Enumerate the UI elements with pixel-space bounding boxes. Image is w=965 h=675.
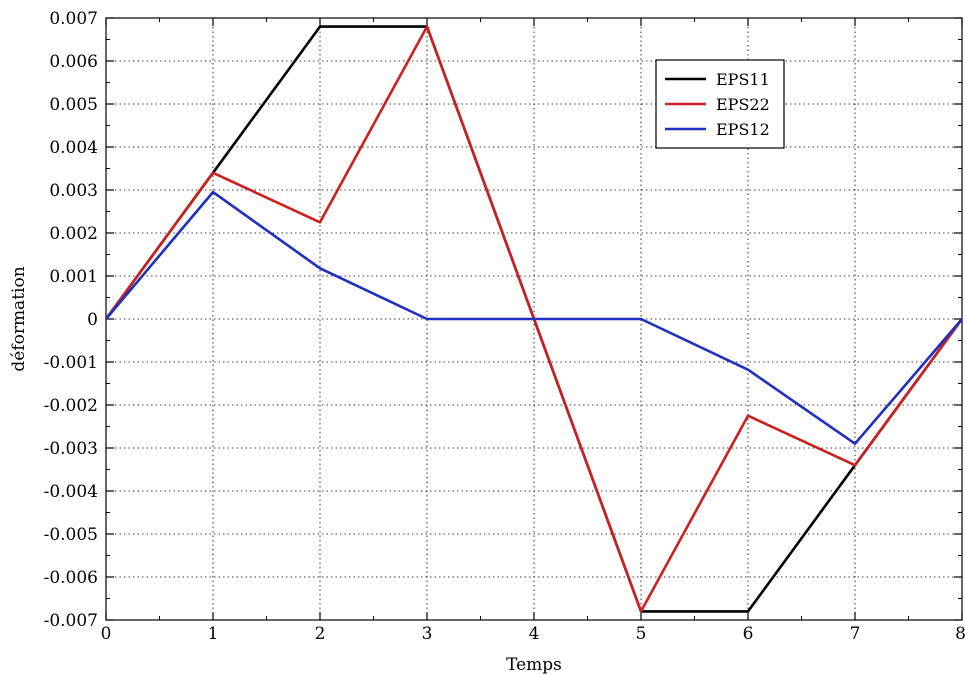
y-axis-title: déformation [9, 266, 29, 371]
y-tick-label: 0.001 [49, 267, 98, 287]
series-line-eps12 [105, 190, 963, 446]
x-tick-label: 5 [636, 624, 647, 644]
x-tick-label: 0 [101, 624, 112, 644]
x-axis-title: Temps [506, 655, 562, 675]
y-tick-label: 0.007 [49, 9, 98, 29]
x-tick-label: 6 [743, 624, 754, 644]
x-tick-label: 3 [422, 624, 433, 644]
y-tick-label: -0.005 [44, 525, 98, 545]
y-tick-label: -0.003 [44, 439, 98, 459]
series-layer [104, 25, 964, 613]
x-tick-label: 7 [850, 624, 861, 644]
y-tick-label: -0.002 [44, 396, 98, 416]
y-tick-label: 0.004 [49, 138, 98, 158]
x-tick-label: 2 [315, 624, 326, 644]
legend-label-eps12: EPS12 [716, 120, 770, 139]
y-tick-label: -0.004 [44, 482, 98, 502]
y-tick-label: -0.001 [44, 353, 98, 373]
tick-layer: 0 1 2 3 4 5 6 7 8 -0.007 -0.006 -0.005 -0.004 -0.003 -… [44, 9, 965, 644]
y-tick-label: 0.006 [49, 52, 98, 72]
y-tick-label: -0.006 [44, 568, 98, 588]
x-tick-label: 4 [529, 624, 540, 644]
x-tick-label: 8 [955, 624, 965, 644]
x-tick-label: 1 [208, 624, 219, 644]
legend: EPS11 EPS22 EPS12 [655, 59, 785, 149]
legend-label-eps11: EPS11 [716, 70, 770, 89]
y-tick-label: -0.007 [44, 611, 98, 631]
y-tick-label: 0 [87, 310, 98, 330]
y-tick-label: 0.003 [49, 181, 98, 201]
y-tick-label: 0.002 [49, 224, 98, 244]
y-tick-label: 0.005 [49, 95, 98, 115]
legend-label-eps22: EPS22 [716, 95, 770, 114]
